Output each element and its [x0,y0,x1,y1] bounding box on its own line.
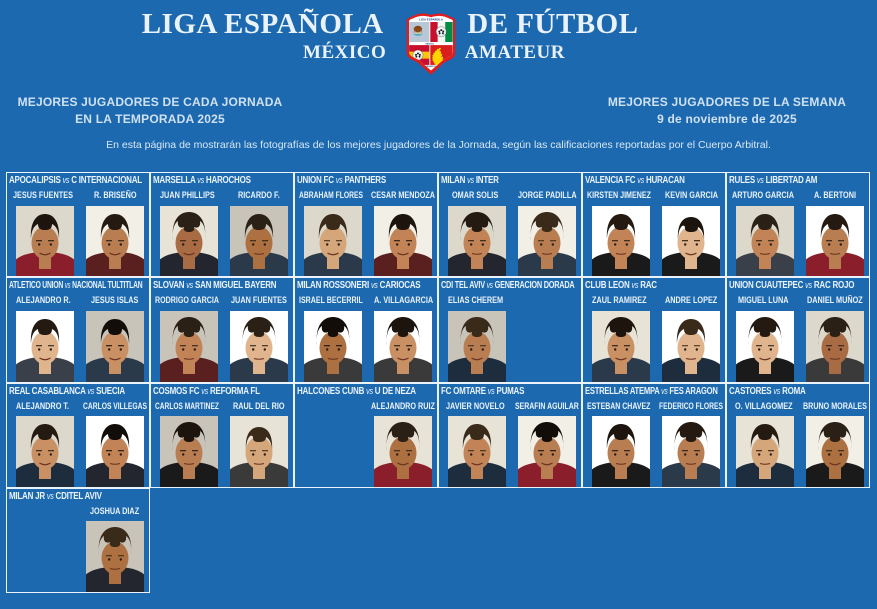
svg-text:LIGA ESPAÑOLA: LIGA ESPAÑOLA [419,17,444,22]
